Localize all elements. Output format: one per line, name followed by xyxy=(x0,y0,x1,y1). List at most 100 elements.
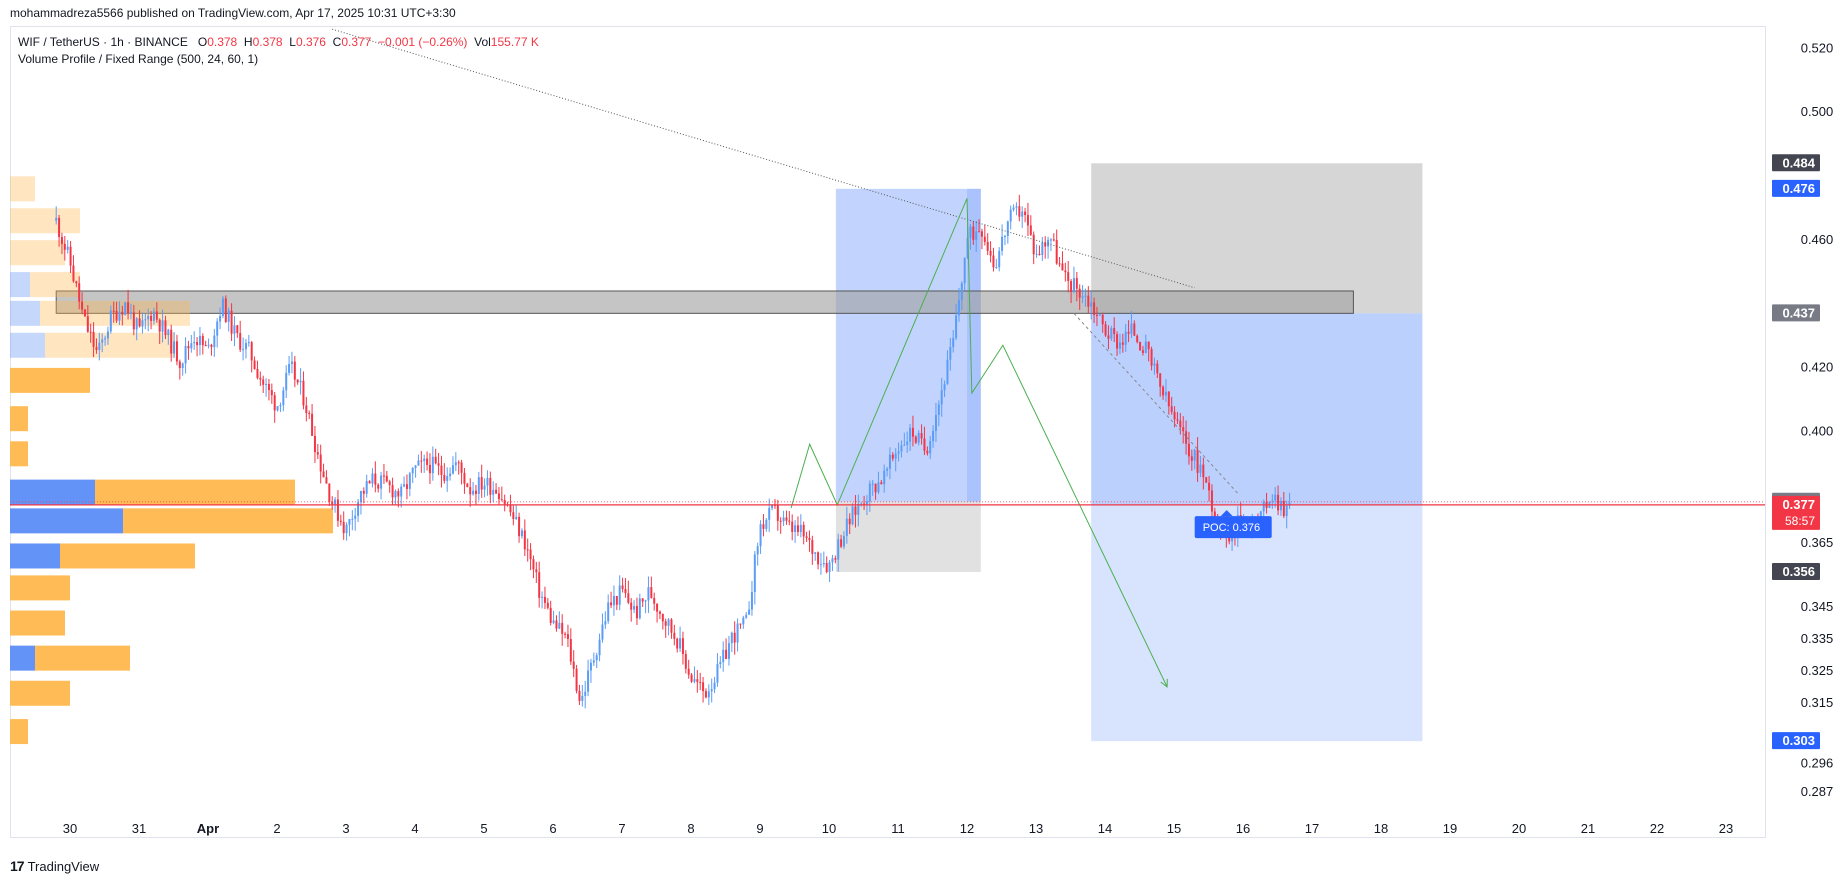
candle-body xyxy=(1282,500,1285,517)
candle-body xyxy=(1159,373,1162,387)
candle-body xyxy=(190,343,193,349)
chart-legend: WIF / TetherUS · 1h · BINANCE O0.378 H0.… xyxy=(18,34,539,68)
legend-low-label: L xyxy=(289,35,296,49)
candle-body xyxy=(840,539,843,547)
x-tick-label: 23 xyxy=(1719,821,1733,836)
candle-body xyxy=(725,649,728,659)
candle-body xyxy=(983,236,986,242)
candle-body xyxy=(299,380,302,383)
candle-body xyxy=(385,475,388,482)
candle-body xyxy=(1185,431,1188,444)
y-tick-label: 0.520 xyxy=(1801,40,1834,55)
price-tag xyxy=(1772,495,1820,530)
x-tick-label: 15 xyxy=(1167,821,1181,836)
candle-body xyxy=(512,512,515,519)
candle-body xyxy=(368,481,371,484)
candle-body xyxy=(535,569,538,573)
candle-body xyxy=(842,535,845,547)
price-tag-label: 0.377 xyxy=(1782,497,1815,512)
candle-body xyxy=(497,493,500,500)
candle-body xyxy=(426,458,429,465)
candle-body xyxy=(104,338,107,340)
vp-up-bar xyxy=(10,300,40,326)
x-tick-label: 9 xyxy=(756,821,763,836)
candle-body xyxy=(509,504,512,513)
candle-body xyxy=(963,257,966,284)
candle-body xyxy=(1064,270,1067,273)
candle-body xyxy=(336,499,339,521)
candle-body xyxy=(1190,456,1193,461)
legend-change: −0.001 (−0.26%) xyxy=(378,35,468,49)
legend-indicator[interactable]: Volume Profile / Fixed Range (500, 24, 6… xyxy=(18,52,259,66)
candle-body xyxy=(1208,482,1211,491)
candle-body xyxy=(296,379,299,383)
tradingview-logo-icon[interactable]: 17 xyxy=(10,858,25,874)
candle-body xyxy=(95,347,98,350)
candle-body xyxy=(236,325,239,334)
vp-down-bar xyxy=(10,441,28,467)
candle-body xyxy=(825,563,828,573)
y-tick-label: 0.315 xyxy=(1801,695,1834,710)
legend-vol-value: 155.77 K xyxy=(490,35,539,49)
candle-body xyxy=(311,413,314,436)
candle-body xyxy=(469,487,472,495)
candle-body xyxy=(1012,207,1015,210)
candle-body xyxy=(759,524,762,547)
candle-body xyxy=(676,638,679,649)
candle-body xyxy=(86,316,89,332)
x-tick-label: 11 xyxy=(891,821,905,836)
candle-body xyxy=(147,315,150,320)
candle-body xyxy=(1274,494,1277,501)
candle-body xyxy=(1179,420,1182,428)
candle-body xyxy=(362,490,365,494)
candle-body xyxy=(848,518,851,525)
candle-body xyxy=(1029,225,1032,235)
candle-body xyxy=(515,516,518,519)
poc-pointer xyxy=(1220,510,1233,517)
candle-body xyxy=(187,345,190,349)
candle-body xyxy=(267,383,270,391)
candle-body xyxy=(788,520,791,522)
footer-brand[interactable]: TradingView xyxy=(27,858,100,874)
position-zone-3 xyxy=(1091,163,1423,314)
candle-body xyxy=(785,517,788,521)
candle-body xyxy=(1090,302,1093,307)
candle-body xyxy=(483,485,486,490)
candle-body xyxy=(480,477,483,490)
candle-body xyxy=(1001,236,1004,251)
vp-down-bar xyxy=(10,680,70,706)
candle-body xyxy=(253,360,256,369)
candle-body xyxy=(664,621,667,626)
candle-body xyxy=(658,611,661,614)
candle-body xyxy=(1176,419,1179,421)
candle-body xyxy=(661,613,664,622)
candle-body xyxy=(526,549,529,551)
candle-body xyxy=(748,609,751,615)
candle-body xyxy=(914,436,917,443)
candle-body xyxy=(647,587,650,601)
y-tick-label: 0.365 xyxy=(1801,535,1834,550)
candle-body xyxy=(624,589,627,594)
candle-body xyxy=(776,505,779,521)
legend-symbol[interactable]: WIF / TetherUS · 1h · BINANCE xyxy=(18,35,188,49)
candle-body xyxy=(828,562,831,573)
candle-body xyxy=(578,690,581,701)
candle-body xyxy=(1210,490,1213,512)
x-tick-label: 17 xyxy=(1305,821,1319,836)
candle-body xyxy=(1202,464,1205,478)
candle-body xyxy=(929,441,932,454)
vp-down-bar xyxy=(95,479,295,505)
candle-body xyxy=(1098,314,1101,316)
candle-body xyxy=(937,404,940,416)
candle-body xyxy=(978,231,981,233)
candle-body xyxy=(348,519,351,525)
candle-body xyxy=(354,515,357,519)
candle-body xyxy=(72,265,75,282)
candle-body xyxy=(762,524,765,529)
candle-body xyxy=(1170,406,1173,412)
candle-body xyxy=(239,333,242,350)
candle-body xyxy=(923,438,926,451)
candle-body xyxy=(886,468,889,471)
candle-body xyxy=(644,600,647,602)
